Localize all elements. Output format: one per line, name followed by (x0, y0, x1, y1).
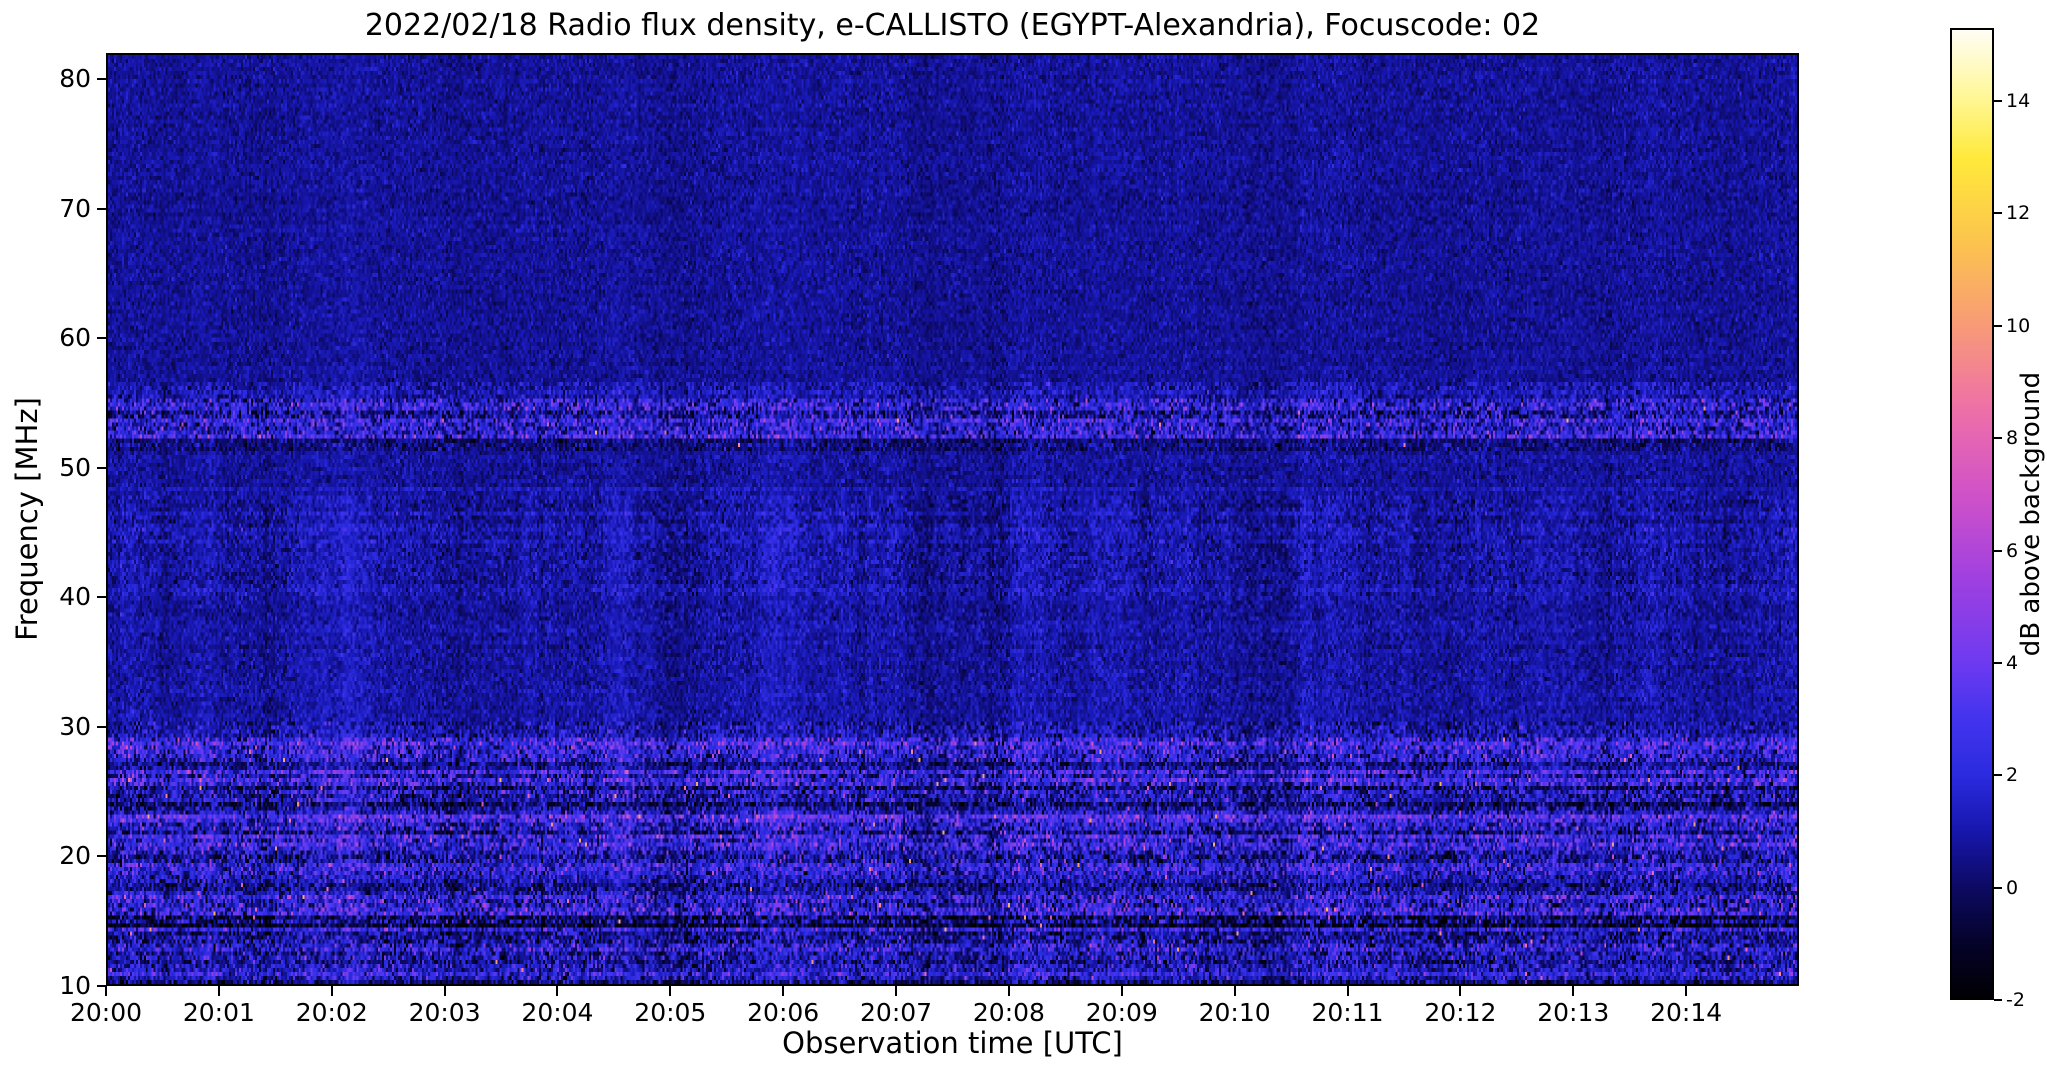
colorbar-tick-label: 12 (2006, 202, 2031, 225)
x-tick-mark (1120, 986, 1123, 996)
y-tick-mark (97, 207, 106, 210)
y-tick-mark (97, 466, 106, 469)
x-tick-mark (1007, 986, 1010, 996)
x-tick-label: 20:10 (1198, 998, 1271, 1027)
x-tick-label: 20:03 (408, 998, 481, 1027)
x-tick-mark (330, 986, 333, 996)
colorbar-tick-mark (1994, 212, 2002, 215)
spectrogram-canvas (108, 55, 1797, 984)
x-tick-mark (782, 986, 785, 996)
colorbar-tick-mark (1994, 661, 2002, 664)
x-tick-label: 20:09 (1085, 998, 1158, 1027)
colorbar-tick-mark (1994, 100, 2002, 103)
x-tick-label: 20:08 (972, 998, 1045, 1027)
colorbar-tick-label: 14 (2006, 90, 2031, 113)
x-tick-label: 20:13 (1537, 998, 1610, 1027)
y-tick-mark (97, 985, 106, 987)
y-tick-label: 70 (59, 193, 91, 223)
colorbar-tick-mark (1994, 774, 2002, 777)
x-tick-mark (217, 986, 220, 996)
colorbar-tick-mark (1994, 999, 2002, 1001)
x-tick-mark (669, 986, 672, 996)
colorbar-tick-mark (1994, 324, 2002, 327)
x-tick-mark (1685, 986, 1688, 996)
x-tick-label: 20:14 (1650, 998, 1723, 1027)
x-tick-mark (443, 986, 446, 996)
x-tick-mark (556, 986, 559, 996)
y-tick-mark (97, 337, 106, 340)
x-tick-label: 20:05 (634, 998, 707, 1027)
x-tick-label: 20:11 (1311, 998, 1384, 1027)
y-tick-label: 10 (59, 971, 91, 1000)
colorbar-tick-label: 2 (2006, 764, 2019, 787)
y-tick-label: 80 (59, 63, 91, 93)
y-tick-mark (97, 596, 106, 599)
colorbar-tick-label: 10 (2006, 314, 2031, 337)
x-tick-label: 20:02 (295, 998, 368, 1027)
colorbar (1950, 28, 1994, 1000)
colorbar-tick-label: 0 (2006, 876, 2019, 899)
y-tick-mark (97, 77, 106, 80)
x-tick-label: 20:00 (69, 998, 143, 1027)
x-tick-mark (1459, 986, 1462, 996)
colorbar-tick-label: -2 (2006, 989, 2025, 1011)
x-tick-label: 20:07 (860, 998, 933, 1027)
y-tick-mark (97, 855, 106, 858)
colorbar-tick-label: 4 (2006, 651, 2019, 674)
colorbar-tick-mark (1994, 437, 2002, 440)
colorbar-label: dB above background (2016, 371, 2046, 657)
x-tick-mark (1346, 986, 1349, 996)
y-tick-label: 20 (59, 841, 91, 871)
x-tick-mark (895, 986, 898, 996)
x-tick-mark (1572, 986, 1575, 996)
x-tick-mark (105, 986, 107, 996)
colorbar-tick-mark (1994, 886, 2002, 889)
x-tick-mark (1233, 986, 1236, 996)
x-tick-label: 20:01 (182, 998, 255, 1027)
x-axis-label: Observation time [UTC] (782, 1026, 1123, 1060)
colorbar-tick-label: 6 (2006, 539, 2019, 562)
y-tick-label: 30 (59, 711, 91, 741)
colorbar-tick-mark (1994, 549, 2002, 552)
y-tick-label: 40 (59, 582, 91, 612)
y-tick-mark (97, 725, 106, 728)
y-tick-label: 60 (59, 323, 91, 353)
x-tick-label: 20:12 (1424, 998, 1497, 1027)
x-tick-label: 20:06 (747, 998, 820, 1027)
chart-title: 2022/02/18 Radio flux density, e-CALLIST… (364, 8, 1541, 43)
plot-area (106, 53, 1799, 986)
colorbar-tick-label: 8 (2006, 427, 2019, 450)
x-tick-label: 20:04 (521, 998, 594, 1027)
y-tick-label: 50 (59, 452, 91, 482)
